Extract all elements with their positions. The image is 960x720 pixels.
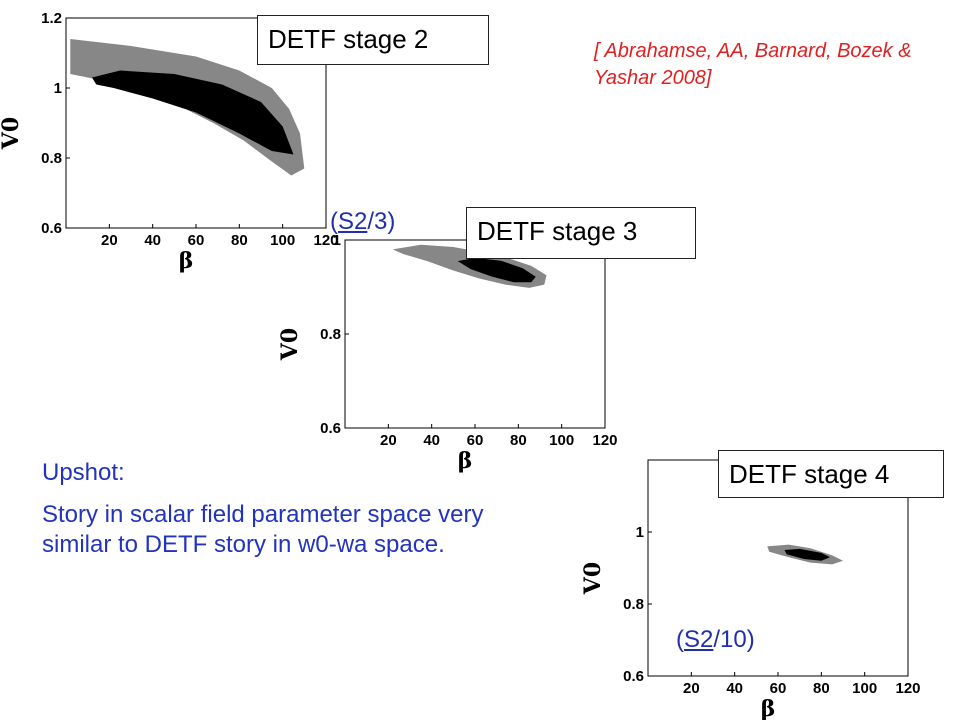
stage-3-ratio: (S2/3) (330, 208, 395, 236)
citation: [ Abrahamse, AA, Barnard, Bozek & Yashar… (594, 40, 912, 89)
x-axis-label: β (179, 248, 194, 274)
x-tick-label: 60 (188, 232, 205, 249)
upshot-heading: Upshot: (42, 459, 125, 486)
x-tick-label: 100 (549, 432, 574, 449)
y-tick-label: 0.8 (41, 150, 62, 167)
y-tick-label: 0.6 (320, 420, 341, 437)
x-tick-label: 20 (683, 680, 700, 697)
plot-stage-3: 20 40 60 80 100 120 0.6 0.8 1 β V0 (277, 232, 618, 474)
y-axis-label: V0 (0, 117, 24, 150)
y-tick-label: 1.2 (41, 10, 62, 27)
x-tick-label: 40 (726, 680, 743, 697)
upshot-body: Story in scalar field parameter space ve… (42, 501, 484, 558)
x-tick-label: 80 (813, 680, 830, 697)
x-tick-label: 120 (313, 232, 338, 249)
stage-4-ratio: (S2/10) (676, 626, 755, 654)
inner-contour-region (784, 548, 830, 561)
y-axis-label: V0 (580, 562, 606, 595)
x-axis-label: β (458, 448, 473, 474)
inner-contour-region (457, 257, 536, 283)
y-tick-label: 1 (636, 524, 644, 541)
stage-2-label: DETF stage 2 (257, 15, 489, 65)
x-tick-label: 120 (592, 432, 617, 449)
x-tick-label: 120 (895, 680, 920, 697)
ratio-underlined: S2 (684, 626, 714, 653)
ratio-suffix: /3) (367, 208, 396, 235)
y-tick-label: 0.6 (623, 668, 644, 685)
x-tick-label: 80 (510, 432, 527, 449)
plot-stage-4: 20 40 60 80 100 120 0.6 0.8 1 β V0 (580, 459, 921, 720)
x-tick-label: 60 (770, 680, 787, 697)
x-tick-label: 100 (270, 232, 295, 249)
stage-3-label: DETF stage 3 (466, 207, 696, 259)
y-tick-label: 1 (54, 80, 62, 97)
x-tick-label: 20 (101, 232, 118, 249)
stage-4-label: DETF stage 4 (718, 450, 944, 498)
x-axis-label: β (761, 696, 776, 720)
inner-contour-region (92, 70, 294, 155)
ratio-underlined: S2 (338, 208, 368, 235)
x-tick-label: 60 (467, 432, 484, 449)
x-tick-label: 80 (231, 232, 248, 249)
x-tick-label: 40 (144, 232, 161, 249)
x-tick-label: 20 (380, 432, 397, 449)
ratio-prefix: ( (330, 208, 338, 235)
y-tick-label: 0.8 (623, 596, 644, 613)
y-axis-label: V0 (277, 328, 303, 361)
ratio-suffix: /10) (713, 626, 755, 653)
y-tick-label: 1 (333, 232, 341, 249)
y-tick-label: 0.6 (41, 220, 62, 237)
x-tick-label: 40 (423, 432, 440, 449)
y-tick-label: 0.8 (320, 326, 341, 343)
x-tick-label: 100 (852, 680, 877, 697)
upshot-block: Upshot: Story in scalar field parameter … (42, 458, 522, 572)
ratio-prefix: ( (676, 626, 684, 653)
